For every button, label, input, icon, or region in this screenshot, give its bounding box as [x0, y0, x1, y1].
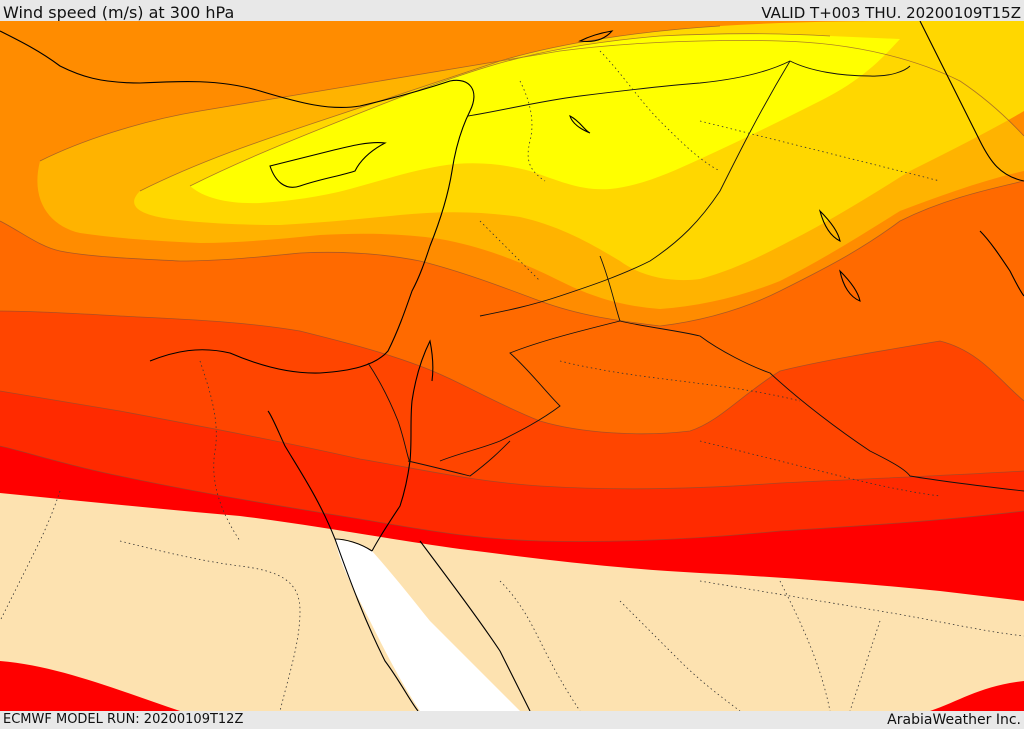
wind-band-8	[190, 33, 900, 204]
map-footer: ECMWF MODEL RUN: 20200109T12Z ArabiaWeat…	[0, 711, 1024, 729]
model-run-label: ECMWF MODEL RUN: 20200109T12Z	[3, 712, 244, 727]
red-sea	[335, 539, 520, 711]
wind-speed-map	[0, 21, 1024, 711]
coastlines	[0, 21, 1024, 711]
map-header: Wind speed (m/s) at 300 hPa VALID T+003 …	[0, 0, 1024, 22]
credit-label: ArabiaWeather Inc.	[887, 712, 1021, 728]
wind-contours	[0, 25, 1024, 542]
borders	[367, 60, 1024, 492]
map-canvas	[0, 21, 1024, 711]
valid-time: VALID T+003 THU. 20200109T15Z	[761, 4, 1021, 22]
map-title: Wind speed (m/s) at 300 hPa	[3, 3, 235, 22]
wind-band-calm-south	[0, 493, 1024, 711]
admin-boundaries	[0, 50, 1024, 711]
